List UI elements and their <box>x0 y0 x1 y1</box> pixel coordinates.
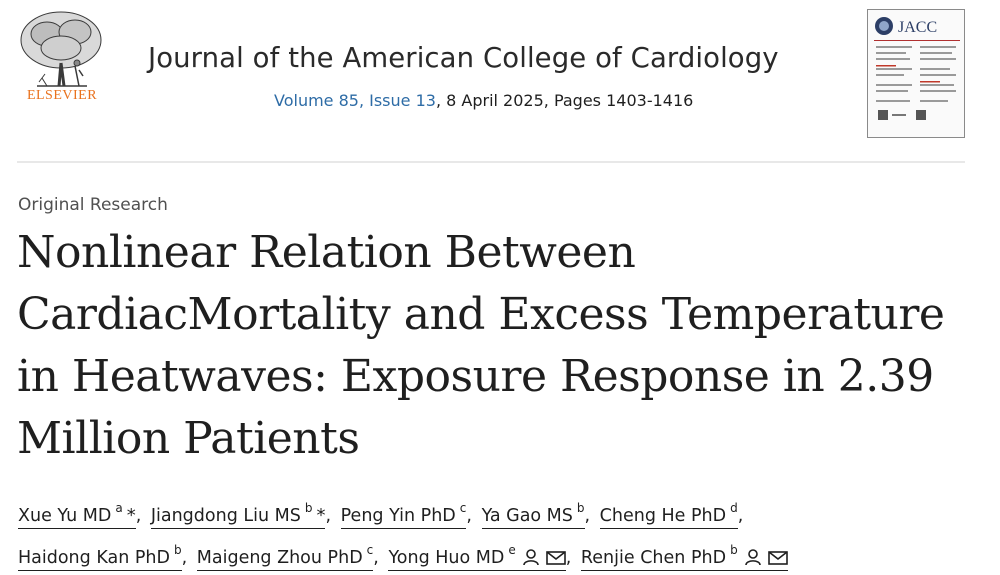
author-link[interactable]: Cheng He PhD d <box>599 501 738 529</box>
author-name: Ya Gao MS <box>481 505 573 526</box>
article-title: Nonlinear Relation Between CardiacMortal… <box>17 222 967 470</box>
affiliation-marker: a <box>115 501 123 515</box>
separator: , <box>737 505 744 526</box>
author-name: Jiangdong Liu MS <box>150 505 301 526</box>
article-type: Original Research <box>18 195 168 215</box>
title-line: in Heatwaves: Exposure Response in 2.39 <box>17 351 934 402</box>
separator: , <box>373 547 379 568</box>
issue-details: , 8 April 2025, Pages 1403-1416 <box>435 91 694 110</box>
title-line: Nonlinear Relation Between <box>17 227 636 278</box>
header-divider <box>17 161 965 163</box>
author-name: Peng Yin PhD <box>340 505 456 526</box>
author-link[interactable]: Maigeng Zhou PhD c <box>196 543 374 571</box>
author-name: Maigeng Zhou PhD <box>196 547 363 568</box>
mail-icon <box>767 550 788 565</box>
author-link[interactable]: Renjie Chen PhD b <box>580 543 788 571</box>
person-icon <box>522 548 539 565</box>
publisher-name: ELSEVIER <box>26 88 98 103</box>
author-link[interactable]: Peng Yin PhD c <box>340 501 467 529</box>
separator: , <box>181 547 188 568</box>
affiliation-marker: b <box>174 542 182 557</box>
author-name: Yong Huo MD <box>388 547 505 568</box>
cover-label: JACC <box>898 19 937 36</box>
affiliation-marker: c <box>459 501 467 515</box>
author-link[interactable]: Xue Yu MD a * <box>18 501 136 529</box>
author-name: Cheng He PhD <box>599 505 727 526</box>
author-link[interactable]: Ya Gao MS b <box>481 501 585 529</box>
author-link[interactable]: Haidong Kan PhD b <box>18 543 182 571</box>
affiliation-marker: b <box>304 501 313 515</box>
separator: , <box>584 505 591 526</box>
affiliation-marker: e <box>508 542 516 557</box>
separator: , <box>466 505 472 526</box>
corresponding-star: * <box>316 504 326 526</box>
journal-cover-thumbnail[interactable]: JACC <box>867 9 965 138</box>
volume-issue-link[interactable]: Volume 85, Issue 13 <box>274 91 436 110</box>
separator: , <box>135 505 142 526</box>
page-header: ELSEVIER Journal of the American College… <box>0 0 1000 162</box>
corresponding-star: * <box>126 504 136 526</box>
issue-line: Volume 85, Issue 13, 8 April 2025, Pages… <box>274 91 693 110</box>
separator: , <box>565 547 572 568</box>
title-line: Million Patients <box>17 413 360 464</box>
affiliation-marker: c <box>366 542 374 557</box>
mail-icon <box>545 550 566 565</box>
cover-image-icon: JACC <box>874 17 960 120</box>
affiliation-marker: b <box>576 501 585 515</box>
author-link[interactable]: Yong Huo MD e <box>388 543 566 571</box>
title-line: CardiacMortality and Excess Temperature <box>17 289 945 340</box>
author-name: Renjie Chen PhD <box>580 547 727 568</box>
affiliation-marker: b <box>730 542 738 557</box>
author-link[interactable]: Jiangdong Liu MS b * <box>150 501 326 529</box>
affiliation-marker: d <box>730 501 738 515</box>
author-list: Xue Yu MD a *, Jiangdong Liu MS b *, Peng Yi… <box>18 492 978 575</box>
person-icon <box>744 548 761 565</box>
author-name: Xue Yu MD <box>18 505 112 526</box>
author-name: Haidong Kan PhD <box>18 547 170 568</box>
elsevier-tree-logo-icon[interactable] <box>17 8 105 108</box>
journal-title[interactable]: Journal of the American College of Cardi… <box>148 42 779 74</box>
separator: , <box>325 505 332 526</box>
